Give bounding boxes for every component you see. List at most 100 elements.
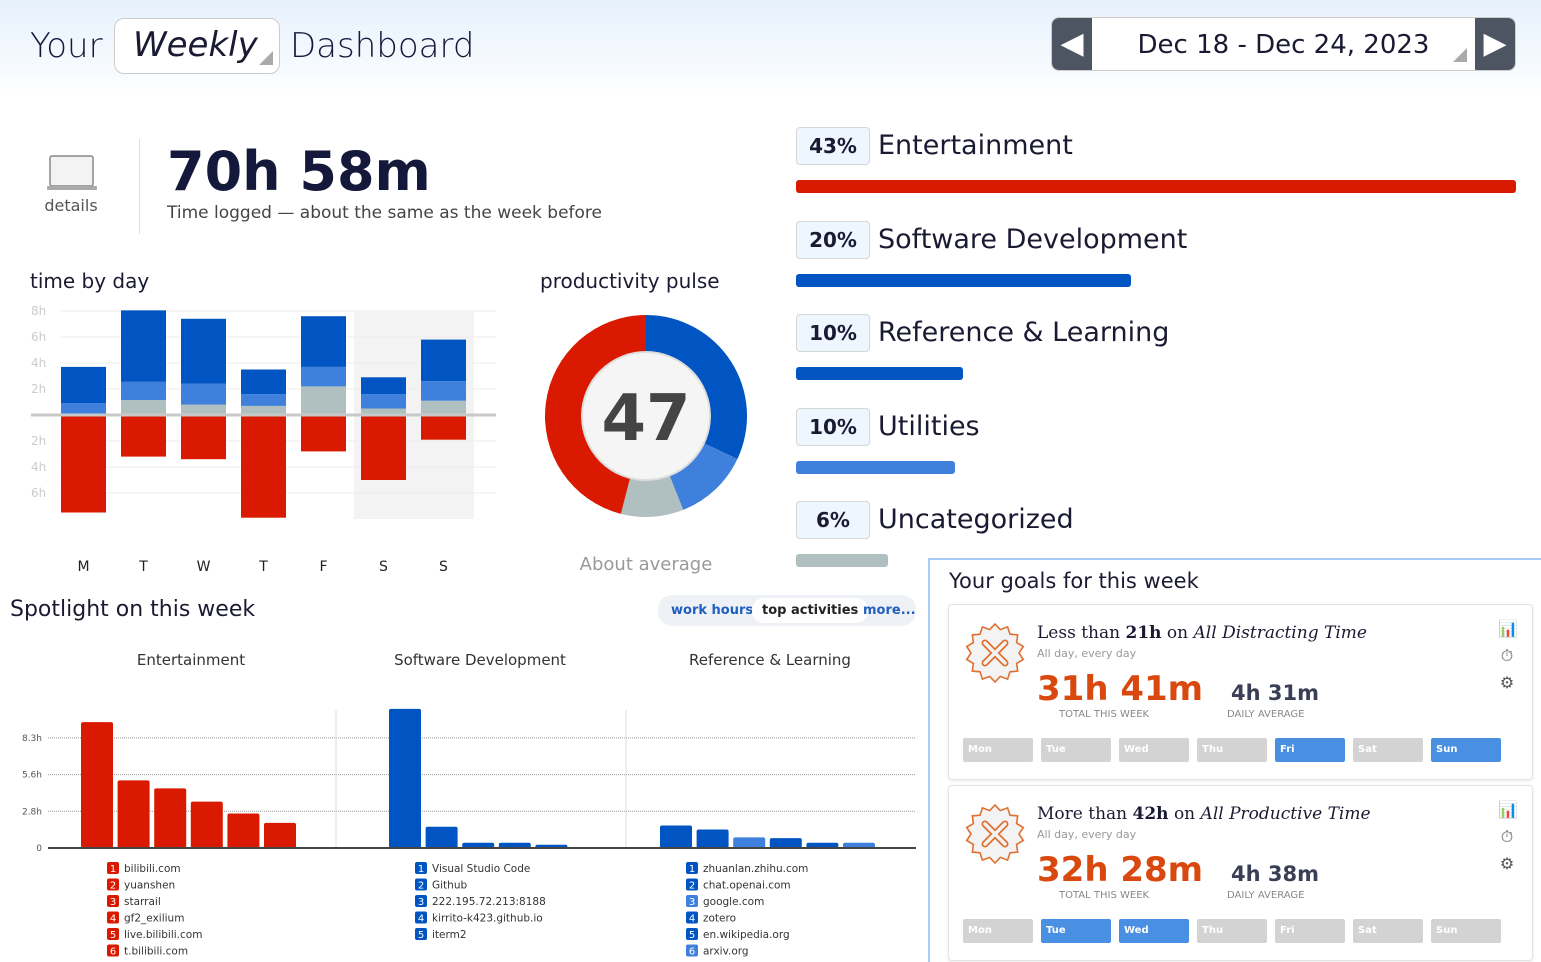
period-select[interactable]: Weekly <box>114 18 280 74</box>
day-bar-distracting[interactable] <box>361 415 406 480</box>
gear-icon[interactable]: ⚙ <box>1499 854 1515 873</box>
spotlight-bar[interactable] <box>696 829 729 848</box>
spotlight-item-label[interactable]: google.com <box>703 896 764 908</box>
spotlight-bar[interactable] <box>264 822 296 848</box>
goal-amount[interactable]: 42h <box>1132 804 1169 824</box>
spotlight-bar[interactable] <box>117 780 150 848</box>
goal-day-sun[interactable]: Sun <box>1431 919 1501 943</box>
day-bar-segment[interactable] <box>241 394 286 406</box>
spotlight-item-label[interactable]: starrail <box>124 896 161 908</box>
spotlight-bar[interactable] <box>806 842 839 848</box>
day-bar-segment[interactable] <box>121 310 166 382</box>
category-name[interactable]: Utilities <box>878 410 980 442</box>
spotlight-item-label[interactable]: Github <box>432 880 467 892</box>
tab-top-activities[interactable]: top activities <box>752 598 869 623</box>
spotlight-bar[interactable] <box>389 708 421 848</box>
spotlight-item-label[interactable]: arxiv.org <box>703 946 749 958</box>
day-bar-segment[interactable] <box>61 403 106 415</box>
day-bar-distracting[interactable] <box>181 415 226 460</box>
day-bar-segment[interactable] <box>181 383 226 405</box>
day-bar-segment[interactable] <box>301 366 346 387</box>
day-bar-segment[interactable] <box>241 369 286 395</box>
day-bar-segment[interactable] <box>361 377 406 395</box>
spotlight-bar[interactable] <box>154 788 187 848</box>
day-bar-distracting[interactable] <box>121 415 166 457</box>
day-bar-segment[interactable] <box>421 381 466 401</box>
spotlight-item-label[interactable]: iterm2 <box>432 929 467 941</box>
goal-day-wed[interactable]: Wed <box>1119 919 1189 943</box>
goal-day-thu[interactable]: Thu <box>1197 738 1267 762</box>
spotlight-item-label[interactable]: bilibili.com <box>124 863 181 875</box>
goal-day-wed[interactable]: Wed <box>1119 738 1189 762</box>
spotlight-bar[interactable] <box>769 838 802 848</box>
day-bar-segment[interactable] <box>361 394 406 409</box>
goal-day-fri[interactable]: Fri <box>1275 738 1345 762</box>
category-name[interactable]: Software Development <box>878 223 1188 255</box>
day-bar-distracting[interactable] <box>301 415 346 452</box>
day-label: F <box>319 559 327 575</box>
goal-day-tue[interactable]: Tue <box>1041 738 1111 762</box>
chart-icon[interactable]: 📊 <box>1498 619 1518 638</box>
spotlight-item-label[interactable]: Visual Studio Code <box>432 863 530 875</box>
goal-day-fri[interactable]: Fri <box>1275 919 1345 943</box>
spotlight-item-label[interactable]: en.wikipedia.org <box>703 929 790 941</box>
tab-more[interactable]: more... <box>863 603 916 618</box>
day-bar-segment[interactable] <box>421 400 466 415</box>
spotlight-bar[interactable] <box>733 837 766 848</box>
day-bar-segment[interactable] <box>121 400 166 415</box>
goal-target[interactable]: All Productive Time <box>1200 804 1371 824</box>
goal-day-sun[interactable]: Sun <box>1431 738 1501 762</box>
goal-day-tue[interactable]: Tue <box>1041 919 1111 943</box>
date-range-value[interactable]: Dec 18 - Dec 24, 2023 <box>1137 30 1430 60</box>
goal-amount[interactable]: 21h <box>1125 623 1162 643</box>
goal-day-mon[interactable]: Mon <box>963 738 1033 762</box>
spotlight-item-label[interactable]: yuanshen <box>124 880 175 892</box>
spotlight-item-label[interactable]: zotero <box>703 913 736 925</box>
day-bar-distracting[interactable] <box>421 415 466 440</box>
goal-day-mon[interactable]: Mon <box>963 919 1033 943</box>
day-bar-segment[interactable] <box>181 318 226 384</box>
details-button[interactable]: details <box>40 150 102 215</box>
spotlight-bar[interactable] <box>190 801 223 848</box>
category-name[interactable]: Uncategorized <box>878 504 1074 535</box>
spotlight-item-label[interactable]: gf2_exilium <box>124 913 184 925</box>
day-bar-segment[interactable] <box>181 404 226 415</box>
spotlight-bar[interactable] <box>660 825 692 848</box>
spotlight-bar[interactable] <box>425 826 458 848</box>
spotlight-item-label[interactable]: 222.195.72.213:8188 <box>432 896 546 908</box>
goal-day-thu[interactable]: Thu <box>1197 919 1267 943</box>
prev-week-button[interactable]: ◀ <box>1052 18 1092 70</box>
day-bar-distracting[interactable] <box>61 415 106 513</box>
spotlight-item-label[interactable]: zhuanlan.zhihu.com <box>703 863 808 875</box>
next-week-button[interactable]: ▶ <box>1475 18 1515 70</box>
goal-day-sat[interactable]: Sat <box>1353 738 1423 762</box>
spotlight-bar[interactable] <box>843 842 875 848</box>
category-name[interactable]: Reference & Learning <box>878 317 1170 348</box>
spotlight-bar[interactable] <box>227 813 260 848</box>
category-name[interactable]: Entertainment <box>878 130 1073 161</box>
spotlight-item-label[interactable]: chat.openai.com <box>703 880 791 892</box>
day-bar-distracting[interactable] <box>241 415 286 518</box>
spotlight-item-label[interactable]: kirrito-k423.github.io <box>432 913 543 925</box>
gear-icon[interactable]: ⚙ <box>1499 673 1515 692</box>
stopwatch-icon[interactable]: ⏱ <box>1500 827 1514 846</box>
date-range-picker[interactable]: ◀ Dec 18 - Dec 24, 2023 ▶ <box>1051 17 1516 71</box>
rank-badge <box>107 862 119 874</box>
day-bar-segment[interactable] <box>361 408 406 416</box>
spotlight-bar[interactable] <box>462 842 495 848</box>
day-bar-segment[interactable] <box>301 386 346 415</box>
tab-work-hours[interactable]: work hours <box>671 603 754 618</box>
spotlight-item-label[interactable]: live.bilibili.com <box>124 929 202 941</box>
day-bar-segment[interactable] <box>301 316 346 367</box>
chart-icon[interactable]: 📊 <box>1498 800 1518 819</box>
spotlight-bar[interactable] <box>81 722 113 848</box>
goal-day-sat[interactable]: Sat <box>1353 919 1423 943</box>
stopwatch-icon[interactable]: ⏱ <box>1500 646 1514 665</box>
day-bar-segment[interactable] <box>61 366 106 404</box>
day-bar-segment[interactable] <box>421 339 466 382</box>
day-bar-segment[interactable] <box>241 405 286 415</box>
spotlight-item-label[interactable]: t.bilibili.com <box>124 946 188 958</box>
day-bar-segment[interactable] <box>121 381 166 401</box>
spotlight-bar[interactable] <box>498 842 531 848</box>
goal-target[interactable]: All Distracting Time <box>1193 623 1367 643</box>
